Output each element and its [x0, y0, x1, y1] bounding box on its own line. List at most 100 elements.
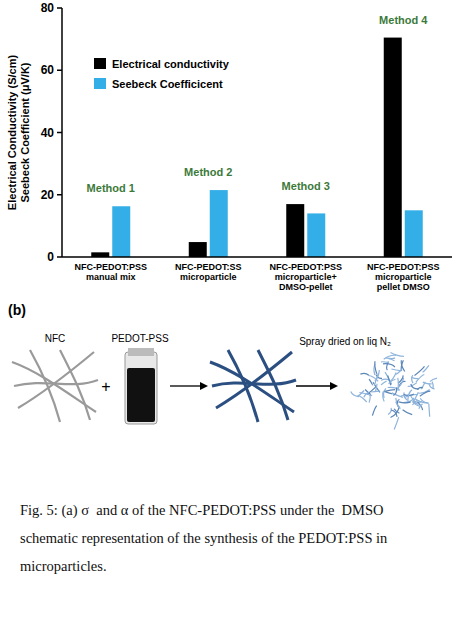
fiber-fragment [364, 392, 369, 397]
arrow [170, 382, 208, 390]
fiber-fragment [432, 382, 433, 389]
x-tick-label-line: microparticle [180, 272, 237, 282]
fiber-fragment [393, 388, 396, 396]
fiber [60, 350, 90, 420]
legend-swatch [94, 78, 106, 89]
x-tick-label: NFC-PEDOT:PSSmicroparticlepellet DMSO [367, 262, 440, 292]
fiber-fragment [415, 366, 425, 375]
component-label: NFC [45, 333, 66, 344]
fiber-fragment [394, 409, 399, 414]
fiber-fragment [430, 378, 437, 381]
y-tick [57, 132, 62, 134]
vial-cap [128, 348, 154, 356]
y-tick [57, 194, 62, 196]
fiber-fragment [383, 364, 395, 367]
y-tick-label: 40 [41, 126, 55, 140]
caption-line: Fig. 5: (a) σ and α of the NFC-PEDOT:PSS… [20, 502, 384, 519]
legend-label: Seebeck Coefficicent [112, 78, 223, 90]
fiber-fragment [411, 384, 419, 389]
bar [405, 210, 423, 257]
fiber-fragment [375, 370, 379, 381]
bar [112, 206, 130, 257]
fiber-fragment [369, 379, 372, 385]
annotation: Method 4 [379, 14, 428, 26]
bar [189, 242, 207, 257]
x-tick-label-line: microparticle [375, 272, 432, 282]
legend-swatch [94, 58, 106, 69]
arrow [296, 382, 338, 390]
bars [91, 38, 423, 257]
fiber-fragment [399, 401, 411, 403]
x-tick-label-line: DMSO-pellet [279, 282, 333, 292]
fiber-fragment [394, 417, 399, 429]
y-tick-label: 20 [41, 188, 55, 202]
caption-line: schematic representation of the synthesi… [20, 530, 388, 546]
x-tick-label: NFC-PEDOT:PSSmanual mix [74, 262, 147, 282]
fiber-fragment [388, 408, 391, 415]
fiber-fragment [372, 406, 376, 416]
y-tick [57, 256, 62, 258]
fiber-fragment [396, 402, 400, 408]
fiber [228, 350, 258, 422]
fiber-fragment [408, 390, 412, 403]
figure: 020406080Electrical Conductivity (S/cm)S… [0, 0, 458, 640]
fiber-fragment [403, 410, 413, 415]
fiber-fragment [420, 391, 431, 396]
fiber-fragment [396, 378, 404, 390]
component-label: PEDOT-PSS [111, 333, 169, 344]
x-tick-label-line: manual mix [86, 272, 136, 282]
y-tick [57, 7, 62, 9]
operator: + [101, 378, 110, 395]
fiber-fragment [428, 404, 430, 417]
annotation: Method 2 [184, 166, 232, 178]
legend-label: Electrical conductivity [112, 58, 230, 70]
fiber-fragment [396, 398, 401, 409]
fiber-fragment [381, 379, 389, 380]
y-tick-label: 0 [47, 250, 54, 264]
vial [125, 348, 157, 424]
caption-line: microparticles. [20, 558, 107, 574]
y-tick [57, 70, 62, 72]
x-tick-label-line: microparticle+ [275, 272, 337, 282]
vial-glass [125, 352, 157, 424]
bar [307, 213, 325, 257]
fiber-fragment [375, 361, 377, 374]
fiber-fragment [396, 369, 402, 374]
x-tick-label-line: NFC-PEDOT:PSS [269, 262, 342, 272]
fiber [14, 380, 98, 386]
fiber-fragment [359, 396, 367, 402]
fiber-fragment [413, 400, 418, 405]
vial-liquid [127, 368, 155, 422]
annotation: Method 1 [87, 182, 135, 194]
fiber-fragment [375, 384, 377, 392]
arrow-head [330, 382, 338, 390]
x-tick-label-line: NFC-PEDOT:PSS [367, 262, 440, 272]
nfc-fibers [12, 350, 98, 422]
fiber [30, 350, 60, 422]
fiber-fragment [385, 372, 392, 384]
fiber-fragment [397, 378, 399, 391]
fiber-fragment [369, 395, 370, 403]
fiber-fragment [419, 401, 429, 403]
x-tick-label-line: pellet DMSO [377, 282, 430, 292]
fiber-fragment [423, 365, 429, 372]
bar [384, 38, 402, 257]
x-tick-label: NFC-PEDOT:SSmicroparticle [175, 262, 242, 282]
x-axis [62, 256, 452, 258]
step-label: Spray dried on liq N₂ [299, 336, 391, 347]
fiber-fragment [383, 392, 384, 402]
fiber-fragment [412, 375, 413, 383]
fiber-fragment [417, 387, 423, 389]
fiber-fragment [360, 373, 368, 375]
y-axis-label: Electrical Conductivity (S/cm) [6, 55, 18, 211]
fiber-fragment [416, 375, 424, 383]
fiber-fragment [381, 381, 387, 385]
y-axis-label: Seebeck Coefficient (μV/K) [19, 62, 31, 202]
fiber-fragment [385, 390, 395, 392]
fiber-fragment [357, 391, 364, 397]
fiber-fragment [384, 355, 396, 359]
x-tick-label: NFC-PEDOT:PSSmicroparticle+DMSO-pellet [269, 262, 342, 292]
fiber-fragment [381, 361, 389, 363]
x-tick-label-line: NFC-PEDOT:SS [175, 262, 242, 272]
composite-fibers [210, 350, 296, 422]
